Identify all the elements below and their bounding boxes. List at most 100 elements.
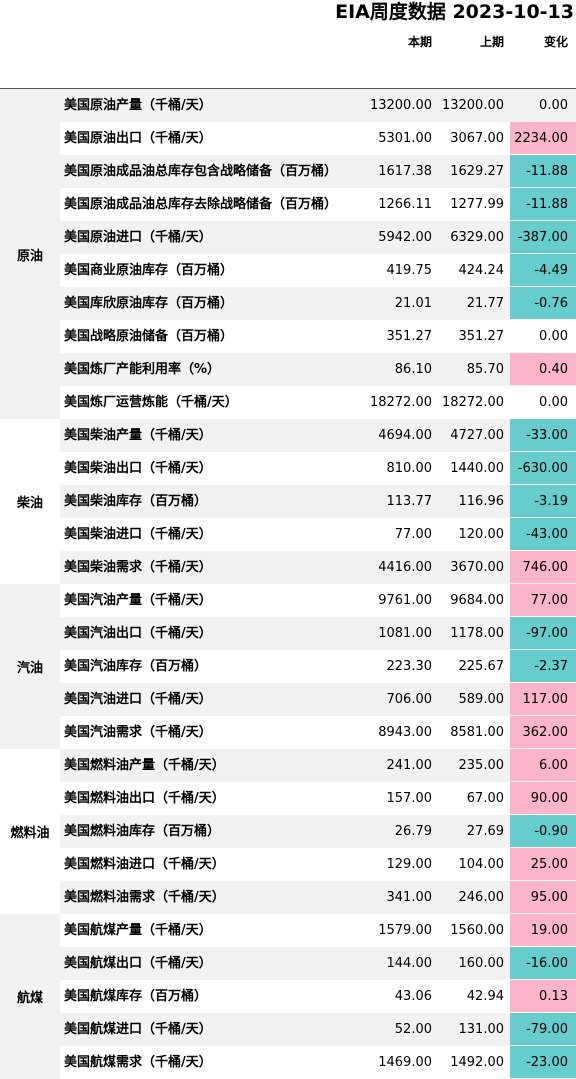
table-row: 美国战略原油储备（百万桶） 351.27 351.27 0.00 xyxy=(60,320,576,353)
row-previous-value: 9684.00 xyxy=(450,593,504,608)
row-current-value: 5942.00 xyxy=(378,230,432,245)
row-name: 美国柴油库存（百万桶） xyxy=(64,494,208,509)
row-current-value: 241.00 xyxy=(386,758,433,773)
row-previous-value: 18272.00 xyxy=(441,395,504,410)
row-name: 美国原油产量（千桶/天） xyxy=(64,98,212,113)
row-previous-value: 42.94 xyxy=(466,989,504,1004)
row-current-value: 77.00 xyxy=(394,527,432,542)
row-current-value: 52.00 xyxy=(394,1022,432,1037)
row-current-value: 341.00 xyxy=(386,890,433,905)
row-change-value: -97.00 xyxy=(510,617,576,649)
row-previous-value: 13200.00 xyxy=(441,98,504,113)
row-previous-value: 27.69 xyxy=(466,824,504,839)
table-row: 美国燃料油进口（千桶/天） 129.00 104.00 25.00 xyxy=(60,848,576,881)
row-name: 美国库欣原油库存（百万桶） xyxy=(64,296,234,311)
row-change-value: 25.00 xyxy=(510,848,576,880)
row-name: 美国炼厂产能利用率（%） xyxy=(64,362,221,377)
table-row: 美国炼厂产能利用率（%） 86.10 85.70 0.40 xyxy=(60,353,576,386)
row-current-value: 1469.00 xyxy=(378,1055,432,1070)
header-divider xyxy=(0,88,576,89)
group-label: 燃料油 xyxy=(10,826,50,841)
row-previous-value: 1277.99 xyxy=(450,197,504,212)
row-current-value: 8943.00 xyxy=(378,725,432,740)
row-name: 美国原油成品油总库存去除战略储备（百万桶） xyxy=(64,197,338,212)
row-name: 美国燃料油出口（千桶/天） xyxy=(64,791,225,806)
row-name: 美国柴油产量（千桶/天） xyxy=(64,428,212,443)
row-current-value: 1266.11 xyxy=(378,197,432,212)
group-label: 柴油 xyxy=(16,496,43,511)
row-name: 美国燃料油产量（千桶/天） xyxy=(64,758,225,773)
row-name: 美国汽油进口（千桶/天） xyxy=(64,692,212,707)
row-name: 美国柴油出口（千桶/天） xyxy=(64,461,212,476)
table-row: 美国汽油进口（千桶/天） 706.00 589.00 117.00 xyxy=(60,683,576,716)
row-name: 美国航煤库存（百万桶） xyxy=(64,989,208,1004)
row-current-value: 223.30 xyxy=(386,659,433,674)
row-current-value: 810.00 xyxy=(386,461,433,476)
page-title: EIA周度数据 2023-10-13 xyxy=(335,1,574,23)
table-row: 美国汽油出口（千桶/天） 1081.00 1178.00 -97.00 xyxy=(60,617,576,650)
row-current-value: 18272.00 xyxy=(369,395,432,410)
row-current-value: 129.00 xyxy=(386,857,433,872)
group-label: 原油 xyxy=(0,89,60,419)
row-previous-value: 104.00 xyxy=(458,857,505,872)
group-label: 汽油 xyxy=(0,584,60,749)
table-row: 美国航煤需求（千桶/天） 1469.00 1492.00 -23.00 xyxy=(60,1046,576,1079)
row-previous-value: 1440.00 xyxy=(450,461,504,476)
table-row: 美国汽油需求（千桶/天） 8943.00 8581.00 362.00 xyxy=(60,716,576,749)
row-current-value: 706.00 xyxy=(386,692,433,707)
row-previous-value: 1178.00 xyxy=(450,626,504,641)
row-name: 美国原油成品油总库存包含战略储备（百万桶） xyxy=(64,164,338,179)
row-change-value: -0.76 xyxy=(510,287,576,319)
row-name: 美国汽油产量（千桶/天） xyxy=(64,593,212,608)
row-name: 美国燃料油进口（千桶/天） xyxy=(64,857,225,872)
row-change-value: 6.00 xyxy=(510,749,576,781)
row-change-value: -16.00 xyxy=(510,947,576,979)
row-name: 美国炼厂运营炼能（千桶/天） xyxy=(64,395,238,410)
row-previous-value: 6329.00 xyxy=(450,230,504,245)
row-current-value: 4694.00 xyxy=(378,428,432,443)
row-name: 美国柴油进口（千桶/天） xyxy=(64,527,212,542)
table-row: 美国燃料油需求（千桶/天） 341.00 246.00 95.00 xyxy=(60,881,576,914)
row-name: 美国战略原油储备（百万桶） xyxy=(64,329,234,344)
row-previous-value: 85.70 xyxy=(466,362,504,377)
row-change-value: 0.40 xyxy=(510,353,576,385)
row-current-value: 157.00 xyxy=(386,791,433,806)
row-change-value: 746.00 xyxy=(510,551,576,583)
row-current-value: 43.06 xyxy=(394,989,432,1004)
row-change-value: -3.19 xyxy=(510,485,576,517)
row-change-value: 117.00 xyxy=(510,683,576,715)
table-row: 美国原油成品油总库存去除战略储备（百万桶） 1266.11 1277.99 -11.8… xyxy=(60,188,576,221)
row-change-value: 95.00 xyxy=(510,881,576,913)
row-name: 美国原油进口（千桶/天） xyxy=(64,230,212,245)
table-row: 美国原油产量（千桶/天） 13200.00 13200.00 0.00 xyxy=(60,89,576,122)
table-row: 美国炼厂运营炼能（千桶/天） 18272.00 18272.00 0.00 xyxy=(60,386,576,419)
row-name: 美国原油出口（千桶/天） xyxy=(64,131,212,146)
row-current-value: 21.01 xyxy=(394,296,432,311)
row-change-value: -11.88 xyxy=(510,155,576,187)
row-name: 美国汽油出口（千桶/天） xyxy=(64,626,212,641)
row-previous-value: 120.00 xyxy=(458,527,505,542)
column-header-previous: 上期 xyxy=(479,35,504,49)
row-change-value: 19.00 xyxy=(510,914,576,946)
row-previous-value: 424.24 xyxy=(458,263,505,278)
row-change-value: -43.00 xyxy=(510,518,576,550)
row-current-value: 1579.00 xyxy=(378,923,432,938)
row-current-value: 1081.00 xyxy=(378,626,432,641)
row-change-value: 77.00 xyxy=(510,584,576,616)
row-previous-value: 1629.27 xyxy=(450,164,504,179)
row-change-value: -2.37 xyxy=(510,650,576,682)
row-change-value: 0.13 xyxy=(510,980,576,1012)
row-change-value: -79.00 xyxy=(510,1013,576,1045)
row-change-value: 90.00 xyxy=(510,782,576,814)
row-change-value: -23.00 xyxy=(510,1046,576,1078)
table-row: 美国燃料油产量（千桶/天） 241.00 235.00 6.00 xyxy=(60,749,576,782)
row-previous-value: 21.77 xyxy=(466,296,504,311)
row-current-value: 13200.00 xyxy=(369,98,432,113)
table-row: 美国燃料油出口（千桶/天） 157.00 67.00 90.00 xyxy=(60,782,576,815)
row-previous-value: 246.00 xyxy=(458,890,505,905)
row-current-value: 351.27 xyxy=(386,329,433,344)
row-change-value: -11.88 xyxy=(510,188,576,220)
table-row: 美国柴油产量（千桶/天） 4694.00 4727.00 -33.00 xyxy=(60,419,576,452)
table-row: 美国汽油产量（千桶/天） 9761.00 9684.00 77.00 xyxy=(60,584,576,617)
